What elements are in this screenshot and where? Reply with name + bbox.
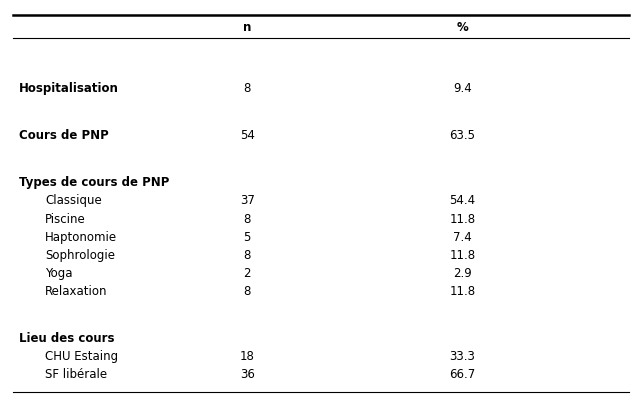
Text: 66.7: 66.7: [449, 367, 475, 380]
Text: SF libérale: SF libérale: [45, 367, 107, 380]
Text: 33.3: 33.3: [449, 349, 475, 362]
Text: Cours de PNP: Cours de PNP: [19, 129, 109, 142]
Text: 8: 8: [243, 248, 251, 261]
Text: 11.8: 11.8: [449, 248, 475, 261]
Text: n: n: [243, 21, 252, 34]
Text: %: %: [456, 21, 468, 34]
Text: Sophrologie: Sophrologie: [45, 248, 115, 261]
Text: Haptonomie: Haptonomie: [45, 230, 117, 243]
Text: 2: 2: [243, 266, 251, 279]
Text: 54: 54: [239, 129, 255, 142]
Text: 2.9: 2.9: [453, 266, 472, 279]
Text: CHU Estaing: CHU Estaing: [45, 349, 118, 362]
Text: 37: 37: [239, 194, 255, 207]
Text: 63.5: 63.5: [449, 129, 475, 142]
Text: 18: 18: [239, 349, 255, 362]
Text: Piscine: Piscine: [45, 212, 85, 225]
Text: Lieu des cours: Lieu des cours: [19, 331, 115, 344]
Text: 54.4: 54.4: [449, 194, 475, 207]
Text: 8: 8: [243, 284, 251, 297]
Text: 36: 36: [239, 367, 255, 380]
Text: 5: 5: [243, 230, 251, 243]
Text: 8: 8: [243, 212, 251, 225]
Text: Classique: Classique: [45, 194, 101, 207]
Text: 11.8: 11.8: [449, 212, 475, 225]
Text: 8: 8: [243, 82, 251, 95]
Text: 9.4: 9.4: [453, 82, 472, 95]
Text: Yoga: Yoga: [45, 266, 73, 279]
Text: Types de cours de PNP: Types de cours de PNP: [19, 176, 169, 189]
Text: 7.4: 7.4: [453, 230, 472, 243]
Text: Relaxation: Relaxation: [45, 284, 107, 297]
Text: Hospitalisation: Hospitalisation: [19, 82, 119, 95]
Text: 11.8: 11.8: [449, 284, 475, 297]
